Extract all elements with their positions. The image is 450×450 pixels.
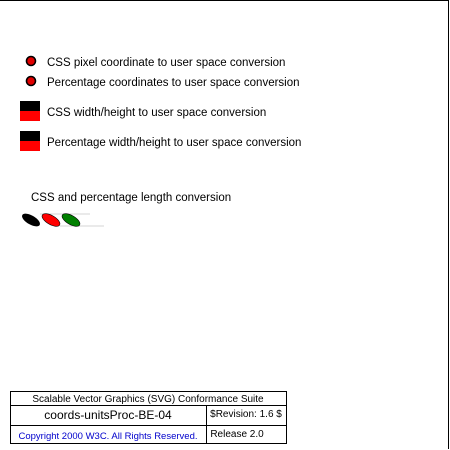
percentage-coords-marker bbox=[25, 75, 37, 87]
black-ellipse bbox=[22, 213, 40, 227]
conformance-legend: Scalable Vector Graphics (SVG) Conforman… bbox=[10, 391, 287, 444]
green-ellipse bbox=[61, 213, 81, 227]
percentage-width-height-block bbox=[20, 131, 40, 151]
css-pixel-label: CSS pixel coordinate to user space conve… bbox=[47, 57, 285, 69]
css-pixel-marker bbox=[25, 55, 37, 67]
percentage-width-height-label: Percentage width/height to user space co… bbox=[47, 137, 301, 149]
css-width-height-label: CSS width/height to user space conversio… bbox=[47, 107, 266, 119]
percentage-coords-label: Percentage coordinates to user space con… bbox=[47, 77, 300, 89]
test-id: coords-unitsProc-BE-04 bbox=[44, 408, 172, 422]
revision-text: $Revision: 1.6 $ bbox=[210, 409, 282, 420]
length-conversion-label: CSS and percentage length conversion bbox=[31, 192, 231, 204]
length-conversion-ellipses bbox=[22, 213, 104, 227]
red-ellipse bbox=[41, 213, 61, 227]
copyright-link[interactable]: Copyright 2000 W3C. All Rights Reserved. bbox=[19, 431, 198, 442]
suite-title: Scalable Vector Graphics (SVG) Conforman… bbox=[32, 394, 264, 405]
css-width-height-block bbox=[20, 101, 40, 121]
release-text: Release 2.0 bbox=[210, 429, 264, 440]
